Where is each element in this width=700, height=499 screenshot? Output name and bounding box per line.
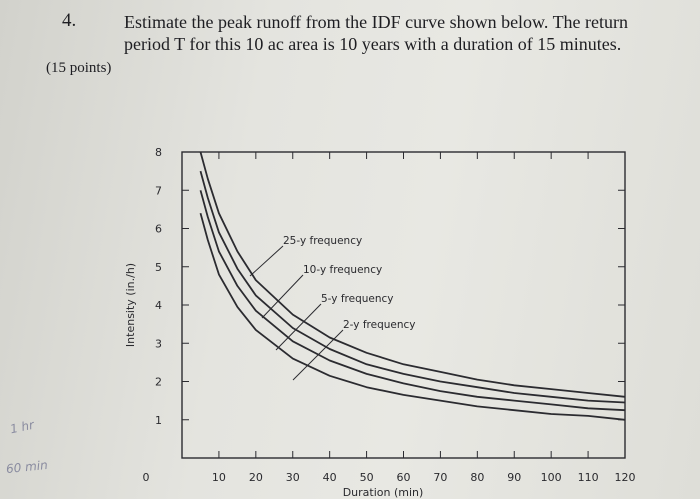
chart-curves — [199, 151, 626, 421]
y-axis-title: Intensity (in./h) — [124, 263, 137, 347]
x-tick-label: 20 — [249, 471, 263, 484]
curve-label: 10-y frequency — [303, 264, 382, 276]
question-text-line-2: period T for this 10 ac area is 10 years… — [124, 34, 622, 54]
plot-border — [181, 151, 626, 459]
curve-leader-line — [261, 274, 304, 319]
y-tick-label: 5 — [155, 261, 162, 274]
x-tick-label: 40 — [323, 471, 337, 484]
question-text-line-1: Estimate the peak runoff from the IDF cu… — [124, 12, 629, 32]
idf-curve — [199, 190, 626, 412]
y-tick-label: 4 — [155, 299, 162, 312]
y-tick-label: 3 — [155, 337, 162, 350]
x-axis-title: Duration (min) — [343, 486, 424, 499]
curve-label: 2-y frequency — [343, 319, 416, 331]
chart-ticks: 0 10 20 30 40 50 60 70 80 90 100 110 120 1 2 3 4 5 6 7 8 — [143, 146, 636, 484]
question-points: (15 points) — [46, 60, 112, 76]
x-tick-label: 120 — [615, 471, 636, 484]
x-tick-label: 80 — [470, 471, 484, 484]
idf-curve — [199, 151, 626, 398]
x-tick-label: 100 — [541, 471, 562, 484]
x-tick-label: 30 — [286, 471, 300, 484]
idf-curve — [199, 212, 626, 421]
x-tick-label: 50 — [360, 471, 374, 484]
x-tick-label: 70 — [433, 471, 447, 484]
question-number: 4. — [62, 10, 77, 31]
idf-curve — [199, 170, 626, 404]
y-tick-label: 8 — [155, 146, 162, 159]
y-tick-label: 7 — [155, 184, 162, 197]
y-tick-label: 1 — [155, 414, 162, 427]
chart-curve-labels: 25-y frequency 10-y frequency 5-y frequenc… — [249, 235, 416, 381]
curve-leader-line — [292, 329, 344, 381]
curve-leader-line — [275, 303, 322, 351]
curve-label: 25-y frequency — [283, 235, 362, 247]
x-tick-label: 10 — [212, 471, 226, 484]
curve-label: 5-y frequency — [321, 293, 394, 305]
curve-leader-line — [249, 245, 284, 277]
x-tick-label: 60 — [397, 471, 411, 484]
x-tick-label: 90 — [507, 471, 521, 484]
x-tick-label: 110 — [578, 471, 599, 484]
chart-frame — [181, 151, 626, 459]
y-tick-label: 2 — [155, 376, 162, 389]
y-tick-label: 6 — [155, 223, 162, 236]
x-tick-label: 0 — [143, 471, 150, 484]
